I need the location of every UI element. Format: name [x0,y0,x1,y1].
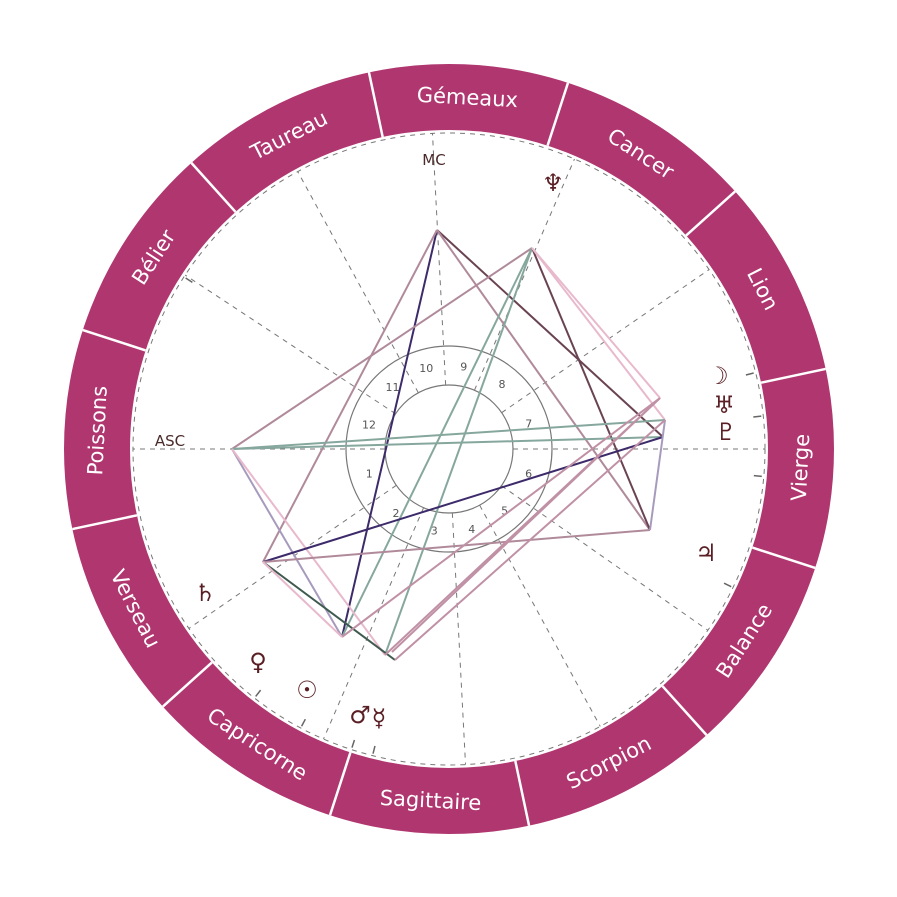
zodiac-ring [64,64,834,834]
house-cusp-10 [431,133,447,386]
planet-tick [753,474,762,478]
zodiac-divider [367,72,384,138]
zodiac-divider [685,190,736,237]
aspect-line-neptune-jupiter [531,247,651,531]
aspect-line-venus-moon [341,397,661,638]
planet-tick [185,277,193,283]
uranus-icon: ♅ [713,391,735,419]
zodiac-divider [162,661,213,708]
zodiac-divider [760,367,826,384]
zodiac-sign-gémeaux: Gémeaux [416,83,518,112]
zodiac-divider [514,760,531,826]
planet-tick [753,415,762,418]
planet-tick [745,372,754,376]
aspect-line-neptune-asc [231,247,533,450]
house-number-7: 7 [525,418,532,431]
zodiac-divider [546,82,570,146]
aspect-line-neptune-moon [531,247,661,399]
venus-icon: ♀ [249,648,267,676]
house-number-6: 6 [525,468,532,481]
saturn-icon: ♄ [194,579,216,607]
house-number-10: 10 [419,362,433,375]
aspect-line-mc-jupiter [436,229,651,531]
aspect-line-mc-saturn [262,229,438,563]
pluto-icon: ♇ [715,418,737,446]
aspect-line-venus-saturn [262,561,343,638]
zodiac-divider [72,514,138,531]
aspect-line-asc-uranus [231,419,666,450]
house-number-9: 9 [460,360,467,373]
aspect-line-asc-sun [231,448,386,656]
house-cusp-2 [188,484,397,629]
moon-icon: ☽ [707,362,729,390]
house-cusp-8 [501,269,710,414]
mc-label: MC [422,151,445,169]
house-cusp-3 [323,507,425,740]
house-cusp-4 [451,512,467,765]
house-number-4: 4 [468,523,475,536]
zodiac-sign-sagittaire: Sagittaire [379,786,482,815]
house-number-5: 5 [501,505,508,518]
aspect-line-neptune-uranus [531,247,666,421]
planet-tick [300,718,307,727]
planet-tick [372,745,376,754]
aspect-line-mercury-moon [391,397,661,653]
house-cusp-9 [473,158,575,391]
planet-tick [723,582,732,588]
jupiter-icon: ♃ [695,539,717,567]
outer-dashed-circle [132,132,766,766]
aspect-line-saturn-jupiter [262,529,651,563]
house-number-8: 8 [499,378,506,391]
house-number-11: 11 [385,381,399,394]
aspect-line-mc-venus [341,229,438,638]
house-number-2: 2 [393,507,400,520]
aspect-line-jupiter-uranus [649,419,666,531]
house-cusp-6 [501,485,709,631]
house-number-1: 1 [366,467,373,480]
zodiac-divider [661,685,708,736]
aspect-line-saturn-mars [262,561,396,661]
house-outer-circle [345,345,553,553]
house-cusp-11 [297,171,419,394]
zodiac-divider [752,546,816,570]
house-number-3: 3 [431,525,438,538]
planet-tick [351,739,356,748]
aspect-line-saturn-pluto [262,436,664,563]
house-number-12: 12 [362,419,376,432]
mars-icon: ♂ [349,701,371,729]
house-cusp-12 [184,274,396,415]
sun-icon: ☉ [296,676,318,704]
neptune-icon: ♆ [542,169,564,197]
planet-tick [255,689,262,697]
zodiac-sign-vierge: Vierge [787,433,814,501]
zodiac-divider [190,162,237,213]
aspect-line-asc-venus [231,448,343,638]
aspect-line-mars-uranus [394,419,666,661]
house-inner-circle [384,384,514,514]
aspect-line-neptune-sun [384,247,533,656]
aspect-line-asc-pluto [231,436,664,450]
zodiac-divider [82,328,146,352]
asc-label: ASC [155,432,185,450]
zodiac-divider [328,752,352,816]
zodiac-sign-poissons: Poissons [83,385,112,476]
aspect-line-mc-pluto [436,229,664,438]
mercury-icon: ☿ [372,704,387,732]
